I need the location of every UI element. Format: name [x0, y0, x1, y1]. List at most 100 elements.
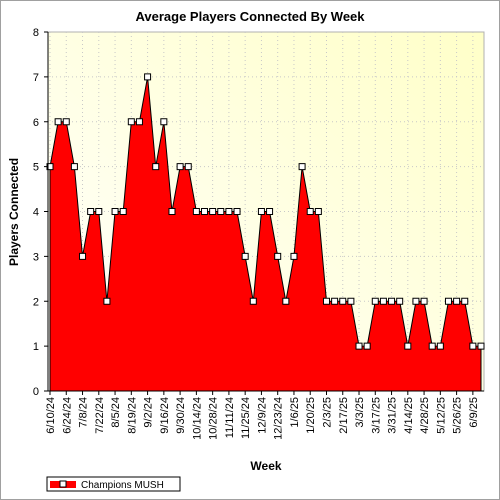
x-tick-label: 5/12/25: [435, 397, 447, 434]
x-tick-label: 7/22/24: [94, 397, 106, 434]
x-tick-label: 1/6/25: [289, 397, 301, 428]
x-tick-label: 3/31/25: [387, 397, 399, 434]
data-point: [306, 208, 314, 215]
x-tick-label: 3/3/25: [354, 397, 366, 428]
y-tick-label: 7: [33, 72, 39, 84]
data-point: [160, 118, 168, 126]
data-point: [355, 342, 363, 350]
x-tick-label: 10/28/24: [208, 397, 220, 440]
data-point: [363, 342, 371, 350]
y-tick-label: 2: [33, 296, 39, 308]
data-point: [331, 297, 339, 305]
data-point: [298, 163, 306, 171]
data-point: [135, 118, 143, 126]
x-tick-label: 6/9/25: [468, 397, 480, 428]
x-tick-label: 2/17/25: [338, 397, 350, 434]
data-point: [249, 297, 257, 305]
data-point: [412, 297, 420, 305]
data-point: [428, 342, 436, 350]
y-tick-label: 4: [33, 207, 39, 219]
data-point: [62, 118, 70, 126]
data-point: [87, 208, 95, 215]
data-point: [290, 252, 298, 260]
legend-label: Champions MUSH: [81, 480, 164, 491]
x-axis: 6/10/24 6/24/24 7/8/24 7/22/24 8/5/24 8/19/24…: [45, 390, 484, 440]
data-point: [79, 252, 87, 260]
x-tick-label: 3/17/25: [370, 397, 382, 434]
data-point: [420, 297, 428, 305]
data-point: [241, 252, 249, 260]
data-point: [274, 252, 282, 260]
data-point: [339, 297, 347, 305]
x-tick-label: 1/20/25: [305, 397, 317, 434]
data-point: [225, 208, 233, 215]
data-point: [184, 163, 192, 171]
data-point: [314, 208, 322, 215]
data-point: [54, 118, 62, 126]
y-tick-label: 1: [33, 341, 39, 353]
legend-box: [46, 476, 181, 492]
y-tick-label: 6: [33, 117, 39, 129]
x-tick-label: 12/9/24: [256, 397, 268, 434]
data-point: [388, 297, 396, 305]
y-axis-label: Players Connected: [7, 158, 21, 266]
data-point: [257, 208, 265, 215]
x-tick-label: 6/10/24: [45, 397, 57, 434]
x-tick-label: 11/25/24: [240, 397, 252, 439]
data-point: [233, 208, 241, 215]
data-point: [119, 208, 127, 215]
data-point: [95, 208, 103, 215]
x-tick-label: 6/24/24: [61, 397, 73, 434]
data-point: [144, 73, 152, 81]
x-tick-label: 11/11/24: [224, 397, 236, 438]
data-point: [176, 163, 184, 171]
chart-title: Average Players Connected By Week: [135, 9, 365, 24]
data-point: [379, 297, 387, 305]
data-point: [396, 297, 404, 305]
data-point: [111, 208, 119, 215]
legend: Champions MUSH: [46, 476, 181, 492]
x-tick-label: 7/8/24: [78, 397, 90, 428]
data-point: [70, 163, 78, 171]
data-point: [103, 297, 111, 305]
x-tick-label: 9/30/24: [175, 397, 187, 434]
y-tick-label: 8: [33, 27, 39, 39]
y-tick-label: 0: [33, 386, 39, 398]
x-axis-label: Week: [250, 459, 281, 473]
x-tick-label: 2/3/25: [321, 397, 333, 428]
x-tick-label: 4/28/25: [419, 397, 431, 434]
data-point: [127, 118, 135, 126]
y-axis: 0 1 2 3 4 5 6 7 8: [33, 27, 49, 398]
data-point: [322, 297, 330, 305]
x-tick-label: 4/14/25: [403, 397, 415, 434]
data-point: [152, 163, 160, 171]
data-point: [192, 208, 200, 215]
data-point: [404, 342, 412, 350]
data-point: [469, 342, 477, 350]
x-tick-label: 8/19/24: [126, 397, 138, 434]
data-point: [282, 297, 290, 305]
y-tick-label: 3: [33, 251, 39, 263]
data-point: [168, 208, 176, 215]
data-point: [347, 297, 355, 305]
data-point: [436, 342, 444, 350]
series-markers: [46, 73, 485, 350]
x-tick-label: 5/26/25: [452, 397, 464, 434]
x-tick-label: 9/16/24: [159, 397, 171, 434]
data-point: [461, 297, 469, 305]
x-tick-label: 10/14/24: [191, 397, 203, 440]
data-point: [477, 342, 485, 350]
data-point: [266, 208, 274, 215]
data-point: [371, 297, 379, 305]
x-tick-label: 9/2/24: [143, 397, 155, 428]
data-point: [444, 297, 452, 305]
data-point: [201, 208, 209, 215]
data-point: [453, 297, 461, 305]
y-tick-label: 5: [33, 162, 39, 174]
data-point: [209, 208, 217, 215]
legend-marker: [59, 480, 67, 488]
x-tick-label: 12/23/24: [273, 397, 285, 440]
x-tick-label: 8/5/24: [110, 397, 122, 428]
data-point: [217, 208, 225, 215]
